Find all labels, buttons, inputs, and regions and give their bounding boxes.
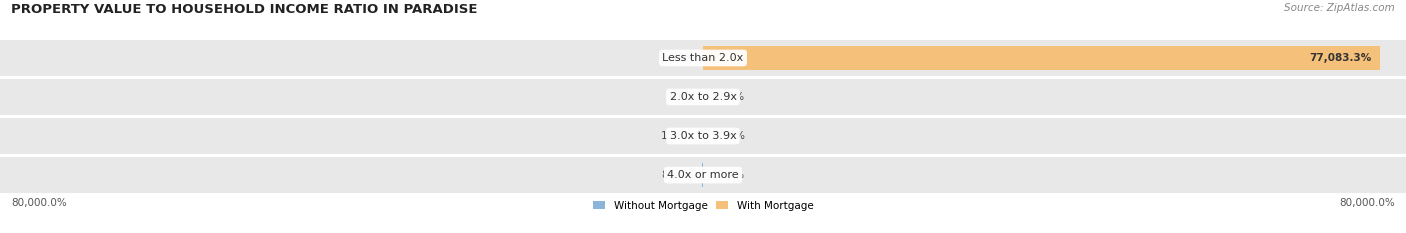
- Text: 19.2%: 19.2%: [711, 170, 745, 180]
- Text: Source: ZipAtlas.com: Source: ZipAtlas.com: [1284, 3, 1395, 14]
- Legend: Without Mortgage, With Mortgage: Without Mortgage, With Mortgage: [593, 201, 813, 211]
- Text: 4.0x or more: 4.0x or more: [668, 170, 738, 180]
- Bar: [703, 46, 1381, 70]
- Text: 80,000.0%: 80,000.0%: [11, 198, 67, 208]
- Text: 80,000.0%: 80,000.0%: [1339, 198, 1395, 208]
- Text: 0.0%: 0.0%: [668, 53, 695, 63]
- Text: 80.3%: 80.3%: [661, 170, 693, 180]
- Text: 77,083.3%: 77,083.3%: [1309, 53, 1372, 63]
- Text: PROPERTY VALUE TO HOUSEHOLD INCOME RATIO IN PARADISE: PROPERTY VALUE TO HOUSEHOLD INCOME RATIO…: [11, 3, 478, 17]
- Text: 15.8%: 15.8%: [661, 131, 695, 141]
- Text: 2.0x to 2.9x: 2.0x to 2.9x: [669, 92, 737, 102]
- Text: Less than 2.0x: Less than 2.0x: [662, 53, 744, 63]
- Text: 4.0%: 4.0%: [668, 92, 695, 102]
- Text: 3.0x to 3.9x: 3.0x to 3.9x: [669, 131, 737, 141]
- Text: 30.8%: 30.8%: [711, 131, 745, 141]
- Text: 12.8%: 12.8%: [711, 92, 745, 102]
